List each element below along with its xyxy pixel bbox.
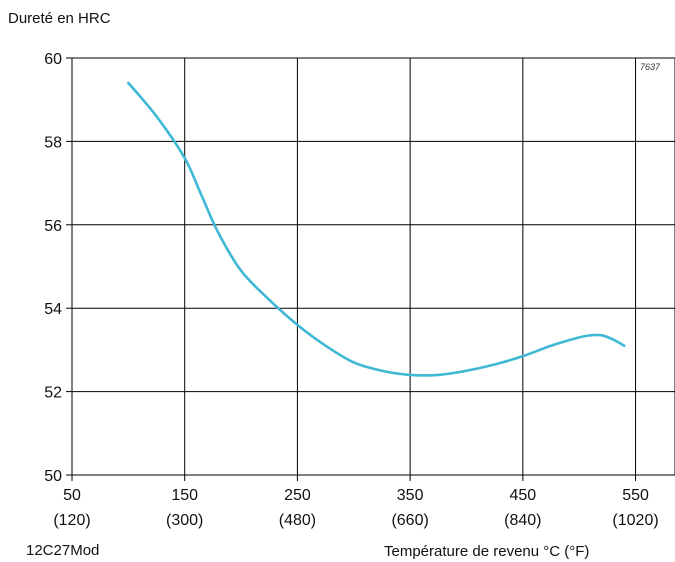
x-tick-sublabel: (480) [279, 512, 316, 529]
plot-frame [71, 57, 675, 476]
tick-labels: 50 52 54 56 58 60 50 (120) 150 (300) 250 (480) 350 (6… [44, 51, 658, 529]
x-tick-sublabel: (120) [53, 512, 90, 529]
y-tick-label: 52 [44, 385, 62, 402]
y-tick-label: 58 [44, 134, 62, 151]
y-tick-label: 56 [44, 218, 62, 235]
x-tick-sublabel: (1020) [612, 512, 658, 529]
y-tick-label: 60 [44, 51, 62, 68]
figure-code: 7637 [640, 62, 661, 72]
y-tick-label: 50 [44, 468, 62, 485]
material-label: 12C27Mod [26, 542, 99, 559]
series-layer [127, 81, 626, 377]
x-tick-label: 250 [284, 487, 311, 504]
x-tick-label: 350 [397, 487, 424, 504]
x-tick-sublabel: (840) [504, 512, 541, 529]
y-axis-title: Dureté en HRC [8, 10, 111, 27]
x-axis-title: Température de revenu °C (°F) [384, 543, 589, 560]
x-tick-label: 50 [63, 487, 81, 504]
series-line-hardness [127, 81, 626, 377]
x-tick-label: 550 [622, 487, 649, 504]
x-tick-label: 150 [171, 487, 198, 504]
x-tick-sublabel: (300) [166, 512, 203, 529]
x-tick-label: 450 [509, 487, 536, 504]
x-tick-sublabel: (660) [391, 512, 428, 529]
grid [66, 57, 675, 481]
y-tick-label: 54 [44, 301, 62, 318]
